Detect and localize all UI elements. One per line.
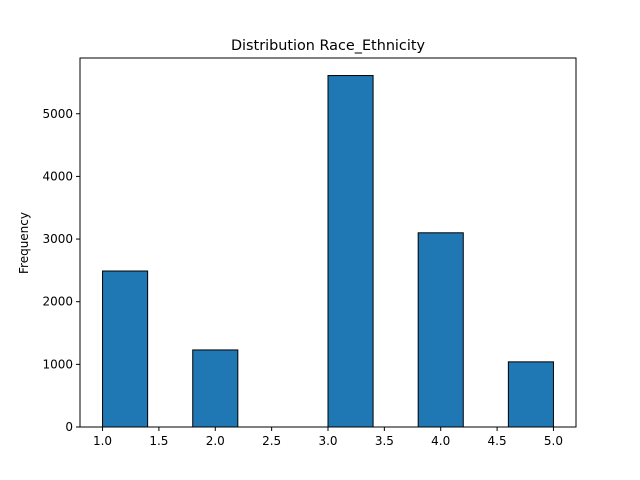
bars-group <box>102 75 554 428</box>
histogram-bar-9 <box>507 361 554 428</box>
x-tick-label: 2.0 <box>206 434 225 448</box>
y-tick-label: 2000 <box>42 295 73 309</box>
histogram-bar-7 <box>417 232 464 428</box>
y-tick-label: 0 <box>65 420 73 434</box>
x-tick-label: 3.5 <box>375 434 394 448</box>
x-axis: 1.0 1.5 2.0 2.5 3.0 3.5 4.0 4.5 5.0 <box>93 427 563 448</box>
y-tick-label: 3000 <box>42 232 73 246</box>
x-tick-label: 4.0 <box>431 434 450 448</box>
x-tick-label: 5.0 <box>544 434 563 448</box>
x-tick-label: 3.0 <box>318 434 337 448</box>
y-tick-label: 4000 <box>42 169 73 183</box>
y-axis-label: Frequency <box>17 212 31 274</box>
x-tick-label: 2.5 <box>262 434 281 448</box>
y-axis: 0 1000 2000 3000 4000 5000 <box>42 107 80 434</box>
histogram-bar-2 <box>192 349 239 428</box>
x-tick-label: 4.5 <box>488 434 507 448</box>
y-tick-label: 1000 <box>42 357 73 371</box>
histogram-bar-5 <box>327 75 374 428</box>
histogram-bar-0 <box>102 270 149 428</box>
x-tick-label: 1.0 <box>93 434 112 448</box>
x-tick-label: 1.5 <box>149 434 168 448</box>
chart-title: Distribution Race_Ethnicity <box>231 38 426 54</box>
y-tick-label: 5000 <box>42 107 73 121</box>
